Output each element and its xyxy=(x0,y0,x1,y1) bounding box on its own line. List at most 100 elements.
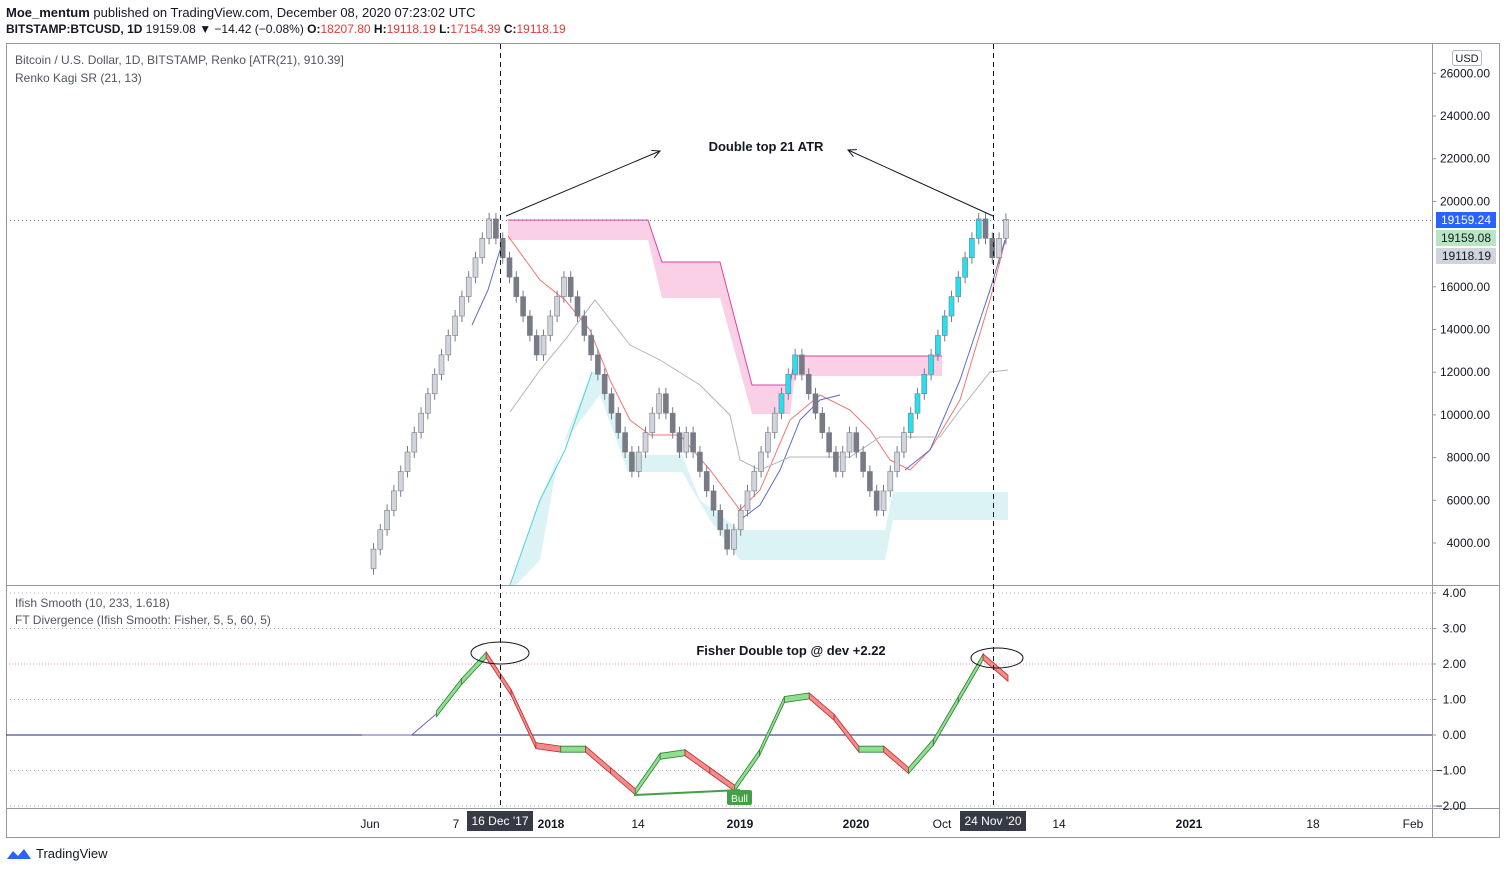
last-price: 19159.08 xyxy=(145,22,196,36)
renko-brick xyxy=(622,432,628,453)
bull-divergence-line xyxy=(633,789,741,796)
time-tick-label: 2018 xyxy=(538,817,565,831)
high-value: 19118.19 xyxy=(386,22,436,36)
renko-brick xyxy=(465,276,472,297)
renko-brick xyxy=(499,238,506,259)
price-tick-label: 6000.00 xyxy=(1447,493,1491,507)
renko-brick xyxy=(697,451,703,472)
osc-tick-label: 0.00 xyxy=(1443,728,1467,742)
osc-tick-label: −2.00 xyxy=(1436,799,1467,813)
renko-brick xyxy=(438,354,445,375)
renko-brick xyxy=(649,412,656,433)
oscillator-axis[interactable]: 4.00 3.00 2.00 1.00 0.00 −1.00 −2.00 xyxy=(1432,586,1466,813)
renko-brick xyxy=(479,238,486,259)
price-tick-label: 8000.00 xyxy=(1447,451,1491,465)
main-legend-line2[interactable]: Renko Kagi SR (21, 13) xyxy=(15,71,142,85)
time-highlight-label: 24 Nov '20 xyxy=(965,814,1022,828)
fisher-segment xyxy=(610,766,636,796)
kagi-line-red xyxy=(507,229,1009,511)
renko-brick xyxy=(928,354,934,375)
fisher-segment xyxy=(808,692,835,722)
fisher-top-circle-2 xyxy=(970,647,1024,669)
price-tick-label: 12000.00 xyxy=(1440,365,1490,379)
renko-brick xyxy=(867,471,873,492)
trend-line-blue-2 xyxy=(739,394,841,521)
high-label: H: xyxy=(373,22,387,36)
renko-brick xyxy=(377,529,384,550)
renko-brick xyxy=(887,471,894,492)
currency-label: USD xyxy=(1455,53,1478,65)
renko-brick xyxy=(588,335,594,356)
time-tick-label: Oct xyxy=(933,817,952,831)
renko-brick xyxy=(921,374,928,395)
tradingview-logo[interactable]: TradingView xyxy=(6,846,108,861)
time-tick-label: 14 xyxy=(631,817,645,831)
sub-legend-line1[interactable]: Ifish Smooth (10, 233, 1.618) xyxy=(15,596,170,610)
price-tag-box xyxy=(1436,248,1496,264)
renko-brick xyxy=(533,335,540,356)
price-tick-label: 26000.00 xyxy=(1440,66,1490,80)
fisher-segment xyxy=(411,713,437,736)
price-tick-label: 16000.00 xyxy=(1440,280,1490,294)
close-label: C: xyxy=(503,22,517,36)
renko-brick xyxy=(996,238,1002,259)
time-highlight-box xyxy=(960,811,1026,831)
time-tick-label: 2021 xyxy=(1176,817,1203,831)
price-tick-label: 14000.00 xyxy=(1440,323,1490,337)
renko-brick xyxy=(656,393,662,414)
currency-button[interactable] xyxy=(1452,50,1482,66)
symbol-info: BITSTAMP:BTCUSD, 1D 19159.08 ▼ −14.42 (−… xyxy=(6,22,566,36)
renko-brick xyxy=(629,451,635,472)
renko-brick xyxy=(833,451,839,472)
renko-brick xyxy=(805,374,812,395)
renko-brick xyxy=(547,315,554,336)
osc-tick-label: 1.00 xyxy=(1443,693,1467,707)
renko-brick xyxy=(431,374,438,395)
renko-brick xyxy=(425,393,431,414)
renko-brick xyxy=(880,490,887,511)
renko-brick xyxy=(785,374,792,395)
fisher-segment xyxy=(957,652,984,704)
renko-brick xyxy=(635,451,642,472)
fisher-segment xyxy=(858,745,885,753)
renko-brick xyxy=(472,257,479,278)
renko-bricks xyxy=(370,212,1009,575)
price-tick-label: 4000.00 xyxy=(1447,536,1491,550)
fisher-segment xyxy=(585,745,611,775)
time-tick-label: 7 xyxy=(453,817,460,831)
kagi-line-gray xyxy=(509,299,1009,471)
osc-tick-label: 3.00 xyxy=(1443,622,1467,636)
renko-brick xyxy=(717,510,724,531)
price-tick-label: 22000.00 xyxy=(1440,152,1490,166)
price-change: ▼ −14.42 (−0.08%) xyxy=(199,22,304,36)
osc-tick-label: −1.00 xyxy=(1436,764,1467,778)
renko-brick xyxy=(935,335,941,356)
time-axis[interactable]: Jun 7 2018 14 2019 2020 Oct 14 2021 18 Feb 16 Dec '… xyxy=(360,811,1424,831)
renko-brick xyxy=(826,432,832,453)
time-highlight-box xyxy=(467,811,533,831)
renko-brick xyxy=(914,393,921,414)
author-name[interactable]: Moe_mentum xyxy=(6,5,90,20)
sub-legend-line2[interactable]: FT Divergence (Ifish Smooth: Fisher, 5, … xyxy=(15,613,271,627)
price-tag-box xyxy=(1436,212,1496,228)
renko-brick xyxy=(615,412,622,433)
main-legend-line1[interactable]: Bitcoin / U.S. Dollar, 1D, BITSTAMP, Ren… xyxy=(15,53,344,67)
renko-brick xyxy=(799,354,805,375)
brand-name: TradingView xyxy=(36,846,108,861)
renko-brick xyxy=(731,529,737,550)
time-tick-label: Jun xyxy=(360,817,379,831)
renko-brick xyxy=(561,276,567,297)
price-axis[interactable]: 26000.00 24000.00 22000.00 20000.00 16000.00… xyxy=(1432,66,1496,550)
renko-brick xyxy=(744,490,751,511)
renko-brick xyxy=(411,432,418,453)
renko-brick xyxy=(404,451,411,472)
open-value: 18207.80 xyxy=(320,22,371,36)
renko-brick xyxy=(907,412,914,433)
renko-brick xyxy=(493,218,499,239)
renko-brick xyxy=(540,335,547,356)
fisher-segment xyxy=(460,651,487,686)
renko-brick xyxy=(737,510,744,531)
fisher-segment xyxy=(659,749,686,760)
price-tag-label: 19118.19 xyxy=(1442,249,1491,263)
